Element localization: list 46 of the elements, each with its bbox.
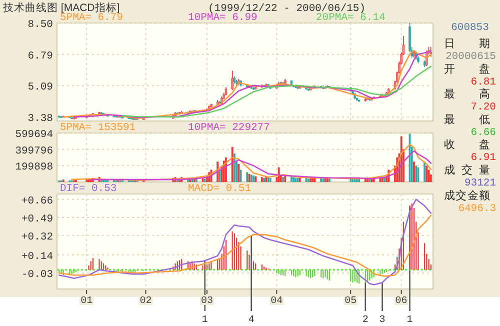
annotation: 3 bbox=[379, 315, 386, 326]
text: 93121 bbox=[464, 178, 496, 190]
text: 6.91 bbox=[470, 152, 496, 164]
text: 最低 bbox=[444, 114, 490, 126]
text: MACD= 0.51 bbox=[188, 183, 252, 195]
y-tick-label: -0.03 bbox=[21, 268, 53, 281]
text: 600853 bbox=[451, 22, 489, 34]
text: 6.66 bbox=[470, 126, 496, 139]
text: 10PMA= 229277 bbox=[188, 122, 270, 134]
x-tick-label: 03 bbox=[200, 296, 213, 307]
chart-title: 技术曲线图 [MACD指标] bbox=[2, 1, 120, 14]
y-tick-label: 199898 bbox=[15, 162, 53, 174]
annotation: 1 bbox=[202, 315, 208, 326]
text: 7.20 bbox=[470, 102, 496, 114]
y-tick-label: +0.49 bbox=[21, 213, 53, 226]
x-tick-label: 01 bbox=[80, 296, 93, 307]
text: 6496.3 bbox=[458, 202, 496, 215]
text: 20PMA= 6.14 bbox=[316, 12, 386, 24]
x-tick-label: 06 bbox=[395, 296, 408, 307]
y-tick-label: 5.09 bbox=[28, 82, 53, 94]
text: 5PMA= 153591 bbox=[60, 122, 136, 134]
text: 开盘 bbox=[444, 63, 490, 76]
text: 成交量 bbox=[444, 164, 490, 176]
text: 收盘 bbox=[444, 139, 490, 152]
x-tick-label: 05 bbox=[344, 296, 357, 307]
annotation: 1 bbox=[406, 315, 413, 326]
text: 最高 bbox=[444, 88, 490, 101]
y-tick-label: +0.14 bbox=[21, 250, 53, 263]
y-tick-label: 599694 bbox=[15, 129, 53, 141]
text: 成交金额 bbox=[444, 188, 490, 202]
y-tick-label: 3.38 bbox=[28, 112, 53, 125]
text: DIF= 0.53 bbox=[60, 183, 117, 195]
x-tick-label: 04 bbox=[270, 296, 283, 307]
y-tick-label: 6.79 bbox=[28, 50, 53, 62]
text: 5PMA= 6.79 bbox=[60, 12, 124, 24]
annotation: 4 bbox=[248, 315, 254, 326]
y-tick-label: 8.50 bbox=[28, 19, 53, 31]
text: 日期 bbox=[444, 38, 490, 50]
x-tick-label: 02 bbox=[140, 296, 152, 307]
annotation: 2 bbox=[362, 315, 368, 326]
y-tick-label: +0.32 bbox=[21, 232, 53, 244]
y-tick-label: 399796 bbox=[15, 145, 53, 158]
text: 10PMA= 6.99 bbox=[188, 12, 258, 24]
text: 6.81 bbox=[470, 76, 496, 88]
text: 20000615 bbox=[446, 51, 496, 63]
y-tick-label: +0.66 bbox=[21, 195, 53, 208]
